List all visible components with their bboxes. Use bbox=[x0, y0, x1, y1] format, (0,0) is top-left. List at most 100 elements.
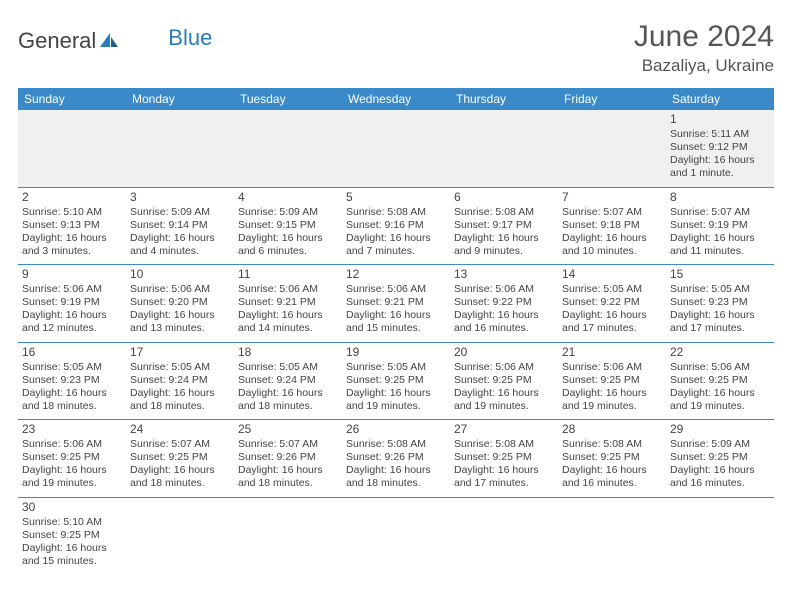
sunset-text: Sunset: 9:25 PM bbox=[562, 451, 662, 464]
calendar-day: 30Sunrise: 5:10 AMSunset: 9:25 PMDayligh… bbox=[18, 497, 126, 574]
calendar-day: 9Sunrise: 5:06 AMSunset: 9:19 PMDaylight… bbox=[18, 265, 126, 343]
sunset-text: Sunset: 9:18 PM bbox=[562, 219, 662, 232]
sunrise-text: Sunrise: 5:11 AM bbox=[670, 128, 770, 141]
calendar-day: 21Sunrise: 5:06 AMSunset: 9:25 PMDayligh… bbox=[558, 342, 666, 420]
sunset-text: Sunset: 9:25 PM bbox=[346, 374, 446, 387]
day-number: 22 bbox=[670, 345, 770, 360]
calendar-day: 5Sunrise: 5:08 AMSunset: 9:16 PMDaylight… bbox=[342, 187, 450, 265]
calendar-day: 13Sunrise: 5:06 AMSunset: 9:22 PMDayligh… bbox=[450, 265, 558, 343]
calendar-day: 12Sunrise: 5:06 AMSunset: 9:21 PMDayligh… bbox=[342, 265, 450, 343]
sunset-text: Sunset: 9:25 PM bbox=[22, 529, 122, 542]
daylight-text: Daylight: 16 hours and 15 minutes. bbox=[22, 542, 122, 568]
calendar-day: 15Sunrise: 5:05 AMSunset: 9:23 PMDayligh… bbox=[666, 265, 774, 343]
calendar-day: 25Sunrise: 5:07 AMSunset: 9:26 PMDayligh… bbox=[234, 420, 342, 498]
day-header: Friday bbox=[558, 88, 666, 110]
calendar-day: 17Sunrise: 5:05 AMSunset: 9:24 PMDayligh… bbox=[126, 342, 234, 420]
sunset-text: Sunset: 9:21 PM bbox=[346, 296, 446, 309]
sunset-text: Sunset: 9:15 PM bbox=[238, 219, 338, 232]
calendar-day bbox=[126, 497, 234, 574]
brand-logo: General Blue bbox=[18, 20, 212, 54]
day-number: 7 bbox=[562, 190, 662, 205]
sunset-text: Sunset: 9:25 PM bbox=[22, 451, 122, 464]
day-header: Saturday bbox=[666, 88, 774, 110]
daylight-text: Daylight: 16 hours and 16 minutes. bbox=[454, 309, 554, 335]
calendar-week: 30Sunrise: 5:10 AMSunset: 9:25 PMDayligh… bbox=[18, 497, 774, 574]
calendar-day bbox=[342, 110, 450, 187]
sunset-text: Sunset: 9:23 PM bbox=[22, 374, 122, 387]
sunset-text: Sunset: 9:25 PM bbox=[454, 374, 554, 387]
daylight-text: Daylight: 16 hours and 17 minutes. bbox=[670, 309, 770, 335]
sunset-text: Sunset: 9:25 PM bbox=[670, 451, 770, 464]
calendar-day: 23Sunrise: 5:06 AMSunset: 9:25 PMDayligh… bbox=[18, 420, 126, 498]
sunrise-text: Sunrise: 5:06 AM bbox=[346, 283, 446, 296]
day-number: 8 bbox=[670, 190, 770, 205]
sunrise-text: Sunrise: 5:07 AM bbox=[238, 438, 338, 451]
day-number: 18 bbox=[238, 345, 338, 360]
daylight-text: Daylight: 16 hours and 6 minutes. bbox=[238, 232, 338, 258]
sunset-text: Sunset: 9:20 PM bbox=[130, 296, 230, 309]
day-number: 21 bbox=[562, 345, 662, 360]
sunrise-text: Sunrise: 5:06 AM bbox=[670, 361, 770, 374]
calendar-day bbox=[450, 497, 558, 574]
day-number: 3 bbox=[130, 190, 230, 205]
sunrise-text: Sunrise: 5:06 AM bbox=[562, 361, 662, 374]
sunrise-text: Sunrise: 5:06 AM bbox=[22, 438, 122, 451]
sunrise-text: Sunrise: 5:06 AM bbox=[454, 283, 554, 296]
day-number: 16 bbox=[22, 345, 122, 360]
day-number: 30 bbox=[22, 500, 122, 515]
daylight-text: Daylight: 16 hours and 3 minutes. bbox=[22, 232, 122, 258]
calendar-day bbox=[666, 497, 774, 574]
sunset-text: Sunset: 9:25 PM bbox=[670, 374, 770, 387]
daylight-text: Daylight: 16 hours and 17 minutes. bbox=[454, 464, 554, 490]
daylight-text: Daylight: 16 hours and 19 minutes. bbox=[670, 387, 770, 413]
sunset-text: Sunset: 9:16 PM bbox=[346, 219, 446, 232]
daylight-text: Daylight: 16 hours and 4 minutes. bbox=[130, 232, 230, 258]
day-number: 12 bbox=[346, 267, 446, 282]
sunrise-text: Sunrise: 5:09 AM bbox=[130, 206, 230, 219]
sunrise-text: Sunrise: 5:06 AM bbox=[130, 283, 230, 296]
day-number: 4 bbox=[238, 190, 338, 205]
month-year: June 2024 bbox=[634, 20, 774, 54]
day-number: 28 bbox=[562, 422, 662, 437]
calendar-day: 2Sunrise: 5:10 AMSunset: 9:13 PMDaylight… bbox=[18, 187, 126, 265]
day-number: 5 bbox=[346, 190, 446, 205]
sunrise-text: Sunrise: 5:08 AM bbox=[454, 438, 554, 451]
calendar-day bbox=[234, 110, 342, 187]
day-header: Tuesday bbox=[234, 88, 342, 110]
sunrise-text: Sunrise: 5:09 AM bbox=[670, 438, 770, 451]
daylight-text: Daylight: 16 hours and 18 minutes. bbox=[346, 464, 446, 490]
sunrise-text: Sunrise: 5:05 AM bbox=[346, 361, 446, 374]
calendar-day bbox=[342, 497, 450, 574]
daylight-text: Daylight: 16 hours and 16 minutes. bbox=[670, 464, 770, 490]
daylight-text: Daylight: 16 hours and 10 minutes. bbox=[562, 232, 662, 258]
calendar-day: 20Sunrise: 5:06 AMSunset: 9:25 PMDayligh… bbox=[450, 342, 558, 420]
sunrise-text: Sunrise: 5:08 AM bbox=[346, 438, 446, 451]
daylight-text: Daylight: 16 hours and 19 minutes. bbox=[454, 387, 554, 413]
calendar-day: 1Sunrise: 5:11 AMSunset: 9:12 PMDaylight… bbox=[666, 110, 774, 187]
sunrise-text: Sunrise: 5:05 AM bbox=[238, 361, 338, 374]
sunset-text: Sunset: 9:17 PM bbox=[454, 219, 554, 232]
day-number: 14 bbox=[562, 267, 662, 282]
calendar-day: 7Sunrise: 5:07 AMSunset: 9:18 PMDaylight… bbox=[558, 187, 666, 265]
calendar-day: 29Sunrise: 5:09 AMSunset: 9:25 PMDayligh… bbox=[666, 420, 774, 498]
day-number: 27 bbox=[454, 422, 554, 437]
calendar-day bbox=[234, 497, 342, 574]
sunset-text: Sunset: 9:25 PM bbox=[130, 451, 230, 464]
calendar-day: 28Sunrise: 5:08 AMSunset: 9:25 PMDayligh… bbox=[558, 420, 666, 498]
calendar-day: 4Sunrise: 5:09 AMSunset: 9:15 PMDaylight… bbox=[234, 187, 342, 265]
sunset-text: Sunset: 9:14 PM bbox=[130, 219, 230, 232]
day-header: Wednesday bbox=[342, 88, 450, 110]
sail-icon bbox=[98, 29, 120, 55]
daylight-text: Daylight: 16 hours and 11 minutes. bbox=[670, 232, 770, 258]
calendar-day: 8Sunrise: 5:07 AMSunset: 9:19 PMDaylight… bbox=[666, 187, 774, 265]
daylight-text: Daylight: 16 hours and 18 minutes. bbox=[130, 464, 230, 490]
sunrise-text: Sunrise: 5:08 AM bbox=[346, 206, 446, 219]
sunset-text: Sunset: 9:25 PM bbox=[454, 451, 554, 464]
calendar-day: 18Sunrise: 5:05 AMSunset: 9:24 PMDayligh… bbox=[234, 342, 342, 420]
daylight-text: Daylight: 16 hours and 19 minutes. bbox=[22, 464, 122, 490]
sunset-text: Sunset: 9:24 PM bbox=[238, 374, 338, 387]
day-header-row: SundayMondayTuesdayWednesdayThursdayFrid… bbox=[18, 88, 774, 110]
sunrise-text: Sunrise: 5:09 AM bbox=[238, 206, 338, 219]
day-number: 13 bbox=[454, 267, 554, 282]
sunset-text: Sunset: 9:13 PM bbox=[22, 219, 122, 232]
